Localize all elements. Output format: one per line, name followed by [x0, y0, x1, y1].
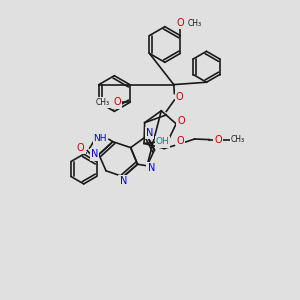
- Text: N: N: [91, 149, 98, 160]
- Text: O: O: [177, 136, 184, 146]
- Text: O: O: [176, 92, 184, 102]
- Text: O: O: [214, 135, 222, 145]
- Text: CH₃: CH₃: [95, 98, 110, 107]
- Text: CH₃: CH₃: [231, 135, 245, 144]
- Text: O: O: [77, 142, 85, 153]
- Text: N: N: [146, 128, 153, 138]
- Text: O: O: [177, 116, 185, 127]
- Text: N: N: [120, 176, 127, 186]
- Text: N: N: [148, 163, 155, 173]
- Text: NH: NH: [94, 134, 107, 143]
- Text: O: O: [177, 18, 184, 28]
- Text: OH: OH: [156, 137, 170, 146]
- Text: O: O: [113, 98, 121, 107]
- Text: CH₃: CH₃: [188, 19, 202, 28]
